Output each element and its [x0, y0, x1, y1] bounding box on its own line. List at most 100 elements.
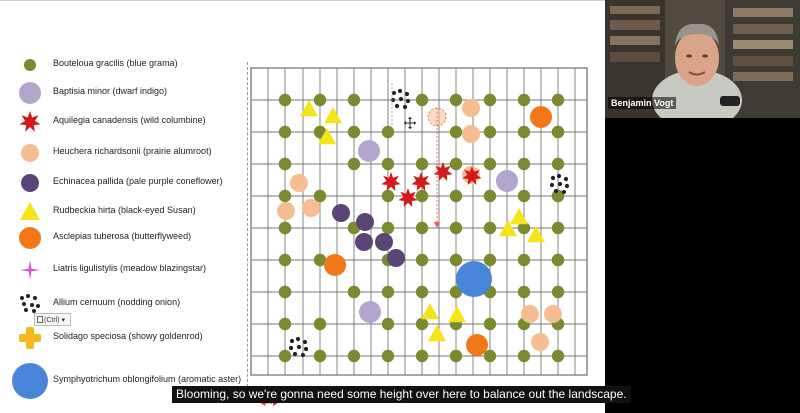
black-eyed-susan-plant[interactable]: [510, 208, 528, 225]
blue-grama-plant[interactable]: [449, 157, 463, 171]
blue-grama-plant[interactable]: [551, 189, 565, 203]
coneflower-plant[interactable]: [332, 204, 350, 222]
blue-grama-plant[interactable]: [483, 189, 497, 203]
wild-columbine-plant[interactable]: [411, 172, 431, 191]
selected-plant-indicator[interactable]: [391, 83, 447, 228]
planting-grid[interactable]: [0, 0, 605, 413]
resize-handle-icon[interactable]: ◂ - - ▸: [261, 398, 278, 408]
prairie-alumroot-plant[interactable]: [302, 199, 320, 217]
blue-grama-plant[interactable]: [415, 285, 429, 299]
blue-grama-plant[interactable]: [381, 157, 395, 171]
coneflower-plant[interactable]: [355, 233, 373, 251]
nodding-onion-plant[interactable]: [288, 336, 309, 358]
black-eyed-susan-plant[interactable]: [318, 128, 336, 145]
black-eyed-susan-plant[interactable]: [448, 306, 466, 323]
prairie-alumroot-plant[interactable]: [531, 333, 549, 351]
blue-grama-plant[interactable]: [278, 157, 292, 171]
wild-columbine-plant[interactable]: [381, 172, 401, 191]
blue-grama-plant[interactable]: [278, 253, 292, 267]
blue-grama-plant[interactable]: [517, 157, 531, 171]
prairie-alumroot-plant[interactable]: [544, 305, 562, 323]
wild-columbine-plant[interactable]: [433, 162, 453, 181]
blue-grama-plant[interactable]: [381, 221, 395, 235]
prairie-alumroot-plant[interactable]: [462, 99, 480, 117]
blue-grama-plant[interactable]: [381, 189, 395, 203]
butterflyweed-plant[interactable]: [466, 334, 488, 356]
wild-columbine-plant[interactable]: [462, 166, 482, 185]
coneflower-plant[interactable]: [375, 233, 393, 251]
prairie-alumroot-plant[interactable]: [462, 125, 480, 143]
blue-grama-plant[interactable]: [313, 189, 327, 203]
dwarf-indigo-plant[interactable]: [359, 301, 381, 323]
blue-grama-plant[interactable]: [483, 221, 497, 235]
blue-grama-plant[interactable]: [449, 253, 463, 267]
blue-grama-plant[interactable]: [381, 317, 395, 331]
paste-options-button[interactable]: (Ctrl) ▾: [34, 313, 71, 326]
black-eyed-susan-plant[interactable]: [421, 303, 439, 320]
prairie-alumroot-plant[interactable]: [521, 305, 539, 323]
wild-columbine-plant[interactable]: [398, 188, 418, 207]
blue-grama-plant[interactable]: [347, 157, 361, 171]
blue-grama-plant[interactable]: [551, 157, 565, 171]
blue-grama-plant[interactable]: [517, 285, 531, 299]
blue-grama-plant[interactable]: [313, 349, 327, 363]
blue-grama-plant[interactable]: [415, 253, 429, 267]
prairie-alumroot-plant[interactable]: [290, 174, 308, 192]
blue-grama-plant[interactable]: [278, 349, 292, 363]
blue-grama-plant[interactable]: [415, 189, 429, 203]
butterflyweed-plant[interactable]: [530, 106, 552, 128]
dwarf-indigo-plant[interactable]: [496, 170, 518, 192]
blue-grama-plant[interactable]: [517, 125, 531, 139]
blue-grama-plant[interactable]: [449, 125, 463, 139]
blue-grama-plant[interactable]: [415, 93, 429, 107]
blue-grama-plant[interactable]: [517, 93, 531, 107]
blue-grama-plant[interactable]: [381, 285, 395, 299]
blue-grama-plant[interactable]: [483, 253, 497, 267]
blue-grama-plant[interactable]: [347, 285, 361, 299]
black-eyed-susan-plant[interactable]: [527, 226, 545, 243]
nodding-onion-plant[interactable]: [390, 88, 411, 110]
blue-grama-plant[interactable]: [415, 221, 429, 235]
blue-grama-plant[interactable]: [313, 317, 327, 331]
blue-grama-plant[interactable]: [551, 253, 565, 267]
blue-grama-plant[interactable]: [551, 93, 565, 107]
blue-grama-plant[interactable]: [551, 285, 565, 299]
blue-grama-plant[interactable]: [278, 125, 292, 139]
blue-grama-plant[interactable]: [517, 221, 531, 235]
blue-grama-plant[interactable]: [551, 349, 565, 363]
blue-grama-plant[interactable]: [415, 157, 429, 171]
blue-grama-plant[interactable]: [347, 349, 361, 363]
dwarf-indigo-plant[interactable]: [358, 140, 380, 162]
black-eyed-susan-plant[interactable]: [324, 107, 342, 124]
blue-grama-plant[interactable]: [313, 253, 327, 267]
blue-grama-plant[interactable]: [449, 93, 463, 107]
blue-grama-plant[interactable]: [278, 93, 292, 107]
blue-grama-plant[interactable]: [551, 221, 565, 235]
blue-grama-plant[interactable]: [278, 317, 292, 331]
blue-grama-plant[interactable]: [483, 317, 497, 331]
aromatic-aster-plant[interactable]: [456, 261, 492, 297]
blue-grama-plant[interactable]: [415, 349, 429, 363]
blue-grama-plant[interactable]: [278, 189, 292, 203]
blue-grama-plant[interactable]: [517, 253, 531, 267]
blue-grama-plant[interactable]: [551, 125, 565, 139]
prairie-alumroot-plant[interactable]: [277, 202, 295, 220]
coneflower-plant[interactable]: [356, 213, 374, 231]
blue-grama-plant[interactable]: [449, 221, 463, 235]
blue-grama-plant[interactable]: [483, 125, 497, 139]
blue-grama-plant[interactable]: [278, 285, 292, 299]
butterflyweed-plant[interactable]: [324, 254, 346, 276]
blue-grama-plant[interactable]: [415, 317, 429, 331]
blue-grama-plant[interactable]: [381, 125, 395, 139]
blue-grama-plant[interactable]: [483, 157, 497, 171]
black-eyed-susan-plant[interactable]: [499, 220, 517, 237]
blue-grama-plant[interactable]: [278, 221, 292, 235]
blue-grama-plant[interactable]: [449, 189, 463, 203]
black-eyed-susan-plant[interactable]: [300, 100, 318, 117]
blue-grama-plant[interactable]: [517, 349, 531, 363]
coneflower-plant[interactable]: [387, 249, 405, 267]
blue-grama-plant[interactable]: [449, 349, 463, 363]
blue-grama-plant[interactable]: [517, 189, 531, 203]
black-eyed-susan-plant[interactable]: [428, 325, 446, 342]
blue-grama-plant[interactable]: [313, 93, 327, 107]
